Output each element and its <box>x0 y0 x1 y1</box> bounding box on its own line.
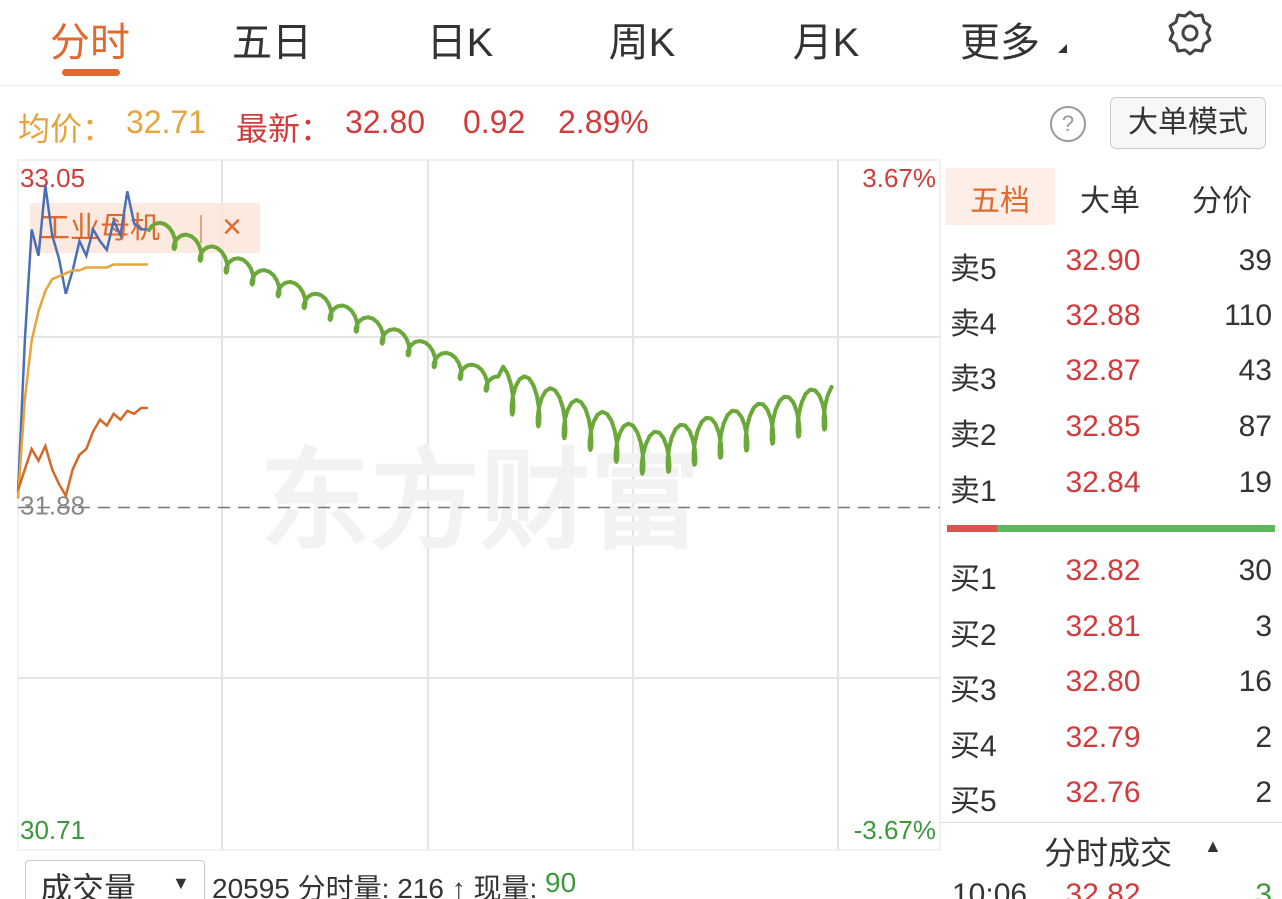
trades-arrow[interactable]: ▲ <box>1204 836 1222 856</box>
latest-value: 32.80 <box>345 104 426 140</box>
tab[interactable]: 五日 <box>232 21 312 65</box>
tab[interactable]: 月K <box>792 21 860 65</box>
volume-current: 90 <box>545 867 577 898</box>
y-tick-label: 33.05 <box>20 163 85 193</box>
level-label: 卖1 <box>950 475 997 508</box>
orderbook-tab[interactable]: 五档 <box>970 185 1030 218</box>
level-label: 买3 <box>950 674 997 707</box>
level-price: 32.84 <box>1065 466 1141 499</box>
level-label: 买1 <box>950 563 997 596</box>
level-price: 32.87 <box>1065 354 1141 387</box>
level-label: 卖5 <box>950 253 997 286</box>
level-volume: 87 <box>1238 410 1272 443</box>
overlay-tag-bg <box>30 203 260 253</box>
y2-tick-label: 3.67% <box>862 163 936 193</box>
divider <box>940 822 1282 823</box>
series-line <box>16 263 148 499</box>
avg-value: 32.71 <box>126 104 207 140</box>
volume-selector[interactable] <box>25 860 205 899</box>
latest-label: 最新： <box>236 111 333 147</box>
series-line <box>16 406 148 500</box>
level-price: 32.80 <box>1065 665 1141 698</box>
level-volume: 3 <box>1255 610 1272 643</box>
series-line <box>16 185 148 493</box>
settings-icon[interactable] <box>1165 8 1215 58</box>
plot-frame <box>17 159 941 851</box>
tab[interactable]: 周K <box>608 21 676 65</box>
orderbook-tab[interactable]: 分价 <box>1192 185 1252 218</box>
level-price: 32.79 <box>1065 721 1141 754</box>
tab[interactable]: 分时 <box>50 21 130 65</box>
level-price: 32.76 <box>1065 776 1141 809</box>
hand-drawn-annotation <box>147 220 834 476</box>
level-volume: 43 <box>1238 354 1272 387</box>
volume-selector-arrow[interactable]: ▼ <box>172 873 190 893</box>
buy-ratio-bar <box>997 525 1275 532</box>
help-icon[interactable]: ? <box>1050 106 1086 142</box>
orderbook-tab[interactable]: 大单 <box>1080 185 1140 218</box>
mode-button[interactable]: 大单模式 <box>1110 97 1266 149</box>
trade-volume: 3 <box>1255 878 1272 899</box>
watermark: 东方财富 <box>260 440 700 563</box>
change: 0.92 <box>463 104 526 140</box>
level-label: 卖4 <box>950 308 997 341</box>
trade-price: 32.82 <box>1065 878 1141 899</box>
volume-info: 20595 分时量: 216 ↑ 现量: <box>212 873 538 899</box>
active-underline <box>62 69 120 76</box>
level-label: 买4 <box>950 730 997 763</box>
change-pct: 2.89% <box>558 104 649 140</box>
level-volume: 2 <box>1255 776 1272 809</box>
overlay-close: × <box>222 208 242 246</box>
trades-title[interactable]: 分时成交 <box>1044 835 1173 871</box>
volume-selector-label[interactable]: 成交量 <box>40 871 137 899</box>
level-volume: 19 <box>1238 466 1272 499</box>
level-price: 32.85 <box>1065 410 1141 443</box>
y2-tick-label: -3.67% <box>854 815 936 845</box>
level-price: 32.82 <box>1065 554 1141 587</box>
level-price: 32.88 <box>1065 299 1141 332</box>
level-volume: 16 <box>1238 665 1272 698</box>
tab[interactable]: 更多 <box>960 21 1040 65</box>
tab[interactable]: 日K <box>426 21 494 65</box>
level-price: 32.81 <box>1065 610 1141 643</box>
y-tick-label: 31.88 <box>20 490 85 520</box>
level-label: 买5 <box>950 785 997 818</box>
sell-ratio-bar <box>947 525 997 532</box>
avg-label: 均价： <box>18 111 115 147</box>
level-label: 卖3 <box>950 363 997 396</box>
trade-time: 10:06 <box>952 878 1028 899</box>
level-volume: 110 <box>1224 299 1272 332</box>
level-price: 32.90 <box>1065 244 1141 277</box>
level-volume: 39 <box>1238 244 1272 277</box>
divider <box>0 85 1282 86</box>
y-tick-label: 30.71 <box>20 815 85 845</box>
level-volume: 30 <box>1238 554 1272 587</box>
orderbook-tab-bg <box>945 168 1055 225</box>
more-indicator <box>1058 44 1067 53</box>
level-label: 买2 <box>950 619 997 652</box>
level-volume: 2 <box>1255 721 1272 754</box>
level-label: 卖2 <box>950 419 997 452</box>
